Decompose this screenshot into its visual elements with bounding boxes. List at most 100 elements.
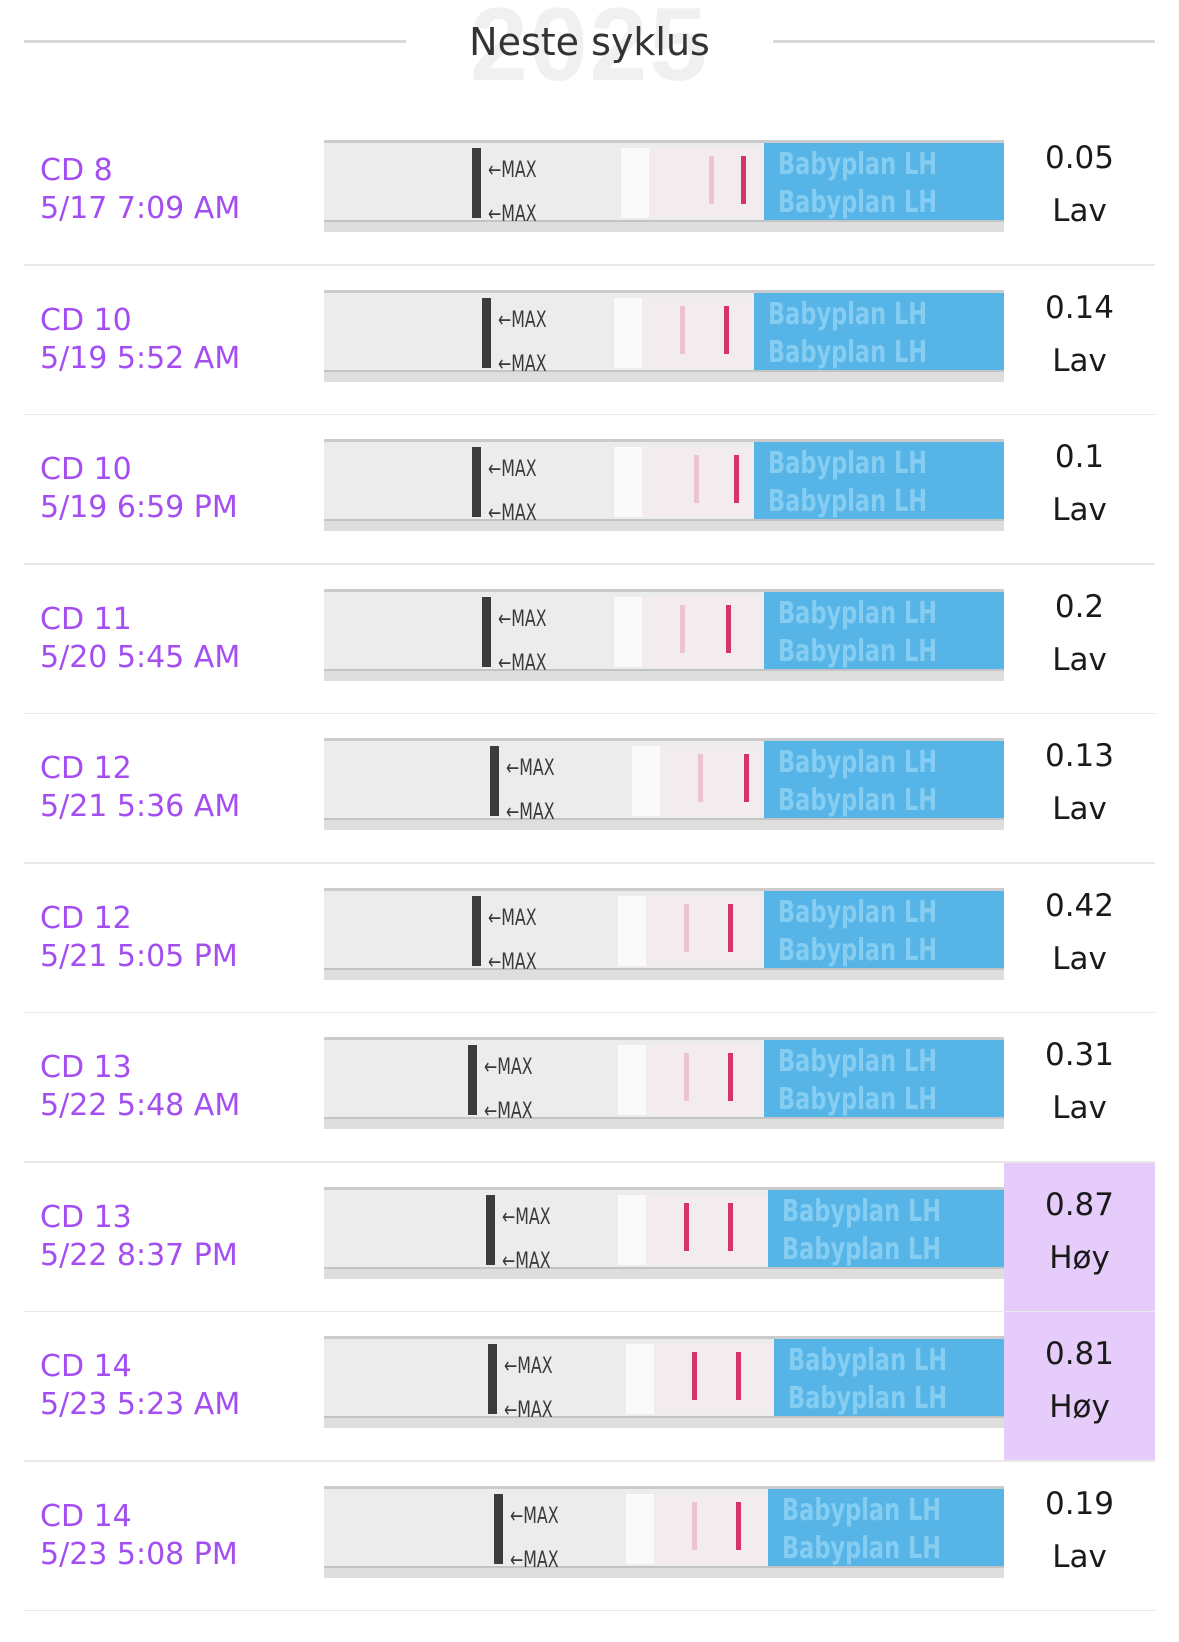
control-line: [680, 604, 685, 653]
brand-label-area: Babyplan LH Babyplan LH: [764, 890, 1004, 968]
row-divider: [24, 712, 1155, 714]
datetime-label: 5/22 5:48 AM: [40, 1088, 241, 1123]
strip-edge: [324, 519, 1004, 531]
brand-text: Babyplan LH: [778, 1082, 938, 1117]
datetime-label: 5/19 5:52 AM: [40, 340, 241, 376]
cycle-day-label: CD 10: [40, 302, 132, 338]
datetime-label: 5/23 5:08 PM: [40, 1536, 238, 1572]
cycle-day-label: CD 14: [40, 1349, 132, 1384]
strip-max-marker: [468, 1045, 477, 1115]
test-row[interactable]: CD 10 5/19 5:52 AM ←MAX ←MAX Babyplan LH…: [0, 266, 1179, 415]
test-row[interactable]: CD 11 5/20 5:45 AM ←MAX ←MAX Babyplan LH…: [0, 565, 1179, 715]
test-row[interactable]: CD 8 5/17 7:09 AM ←MAX ←MAX Babyplan LH …: [0, 116, 1179, 266]
test-timestamp: CD 11 5/20 5:45 AM: [40, 601, 320, 677]
strip-max-marker: [472, 148, 481, 218]
lh-value: 0.2: [1054, 588, 1105, 625]
max-label: ←MAX: [484, 1055, 533, 1080]
header-divider-right: [773, 40, 1155, 43]
lh-level: Lav: [1052, 342, 1107, 379]
test-row[interactable]: CD 10 5/19 6:59 PM ←MAX ←MAX Babyplan LH…: [0, 415, 1179, 565]
max-label: ←MAX: [506, 756, 555, 781]
brand-text: Babyplan LH: [782, 1193, 942, 1229]
lh-result: 0.87 Høy: [1004, 1162, 1155, 1312]
test-strip-photo[interactable]: ←MAX ←MAX Babyplan LH Babyplan LH: [324, 1485, 1004, 1578]
max-label: ←MAX: [498, 606, 547, 632]
test-strip-photo[interactable]: ←MAX ←MAX Babyplan LH Babyplan LH: [324, 738, 1004, 830]
lh-result: 0.1 Lav: [1004, 415, 1155, 565]
control-line: [698, 754, 703, 802]
brand-text: Babyplan LH: [788, 1343, 948, 1378]
test-timestamp: CD 13 5/22 8:37 PM: [40, 1199, 320, 1275]
test-timestamp: CD 10 5/19 6:59 PM: [40, 451, 320, 527]
lh-value: 0.19: [1044, 1485, 1115, 1522]
test-line: [728, 903, 733, 952]
strip-max-marker: [472, 447, 481, 517]
test-line: [736, 1352, 741, 1400]
test-timestamp: CD 14 5/23 5:23 AM: [40, 1348, 320, 1424]
max-label: ←MAX: [488, 949, 537, 975]
test-strip-photo[interactable]: ←MAX ←MAX Babyplan LH Babyplan LH: [324, 1186, 1004, 1279]
brand-text: Babyplan LH: [768, 334, 928, 370]
section-header: 2025 Neste syklus: [0, 0, 1179, 103]
lh-result: 0.05 Lav: [1004, 116, 1155, 266]
lh-value: 0.81: [1044, 1336, 1115, 1372]
brand-text: Babyplan LH: [782, 1231, 942, 1267]
max-label: ←MAX: [498, 650, 547, 676]
test-row[interactable]: CD 14 5/23 5:08 PM ←MAX ←MAX Babyplan LH…: [0, 1462, 1179, 1611]
cycle-day-label: CD 12: [40, 900, 132, 936]
test-strip-photo[interactable]: ←MAX ←MAX Babyplan LH Babyplan LH: [324, 1037, 1004, 1129]
max-label: ←MAX: [506, 800, 555, 825]
control-line: [684, 1053, 689, 1101]
test-timestamp: CD 12 5/21 5:05 PM: [40, 900, 320, 976]
row-divider: [24, 1609, 1155, 1611]
brand-text: Babyplan LH: [778, 745, 938, 780]
strip-edge: [324, 1565, 1004, 1578]
brand-label-area: Babyplan LH Babyplan LH: [754, 292, 1004, 370]
max-label: ←MAX: [504, 1354, 553, 1379]
test-timestamp: CD 14 5/23 5:08 PM: [40, 1498, 320, 1574]
max-label: ←MAX: [502, 1248, 551, 1274]
cycle-day-label: CD 14: [40, 1498, 132, 1534]
max-label: ←MAX: [488, 457, 537, 482]
lh-level: Lav: [1052, 940, 1107, 977]
row-divider: [24, 563, 1155, 565]
brand-text: Babyplan LH: [778, 595, 938, 631]
test-strip-photo[interactable]: ←MAX ←MAX Babyplan LH Babyplan LH: [324, 588, 1004, 681]
strip-gap: [614, 596, 642, 667]
lh-value: 0.87: [1044, 1186, 1115, 1223]
strip-max-marker: [482, 297, 491, 368]
strip-max-marker: [472, 895, 481, 966]
max-label: ←MAX: [484, 1099, 533, 1124]
test-row[interactable]: CD 14 5/23 5:23 AM ←MAX ←MAX Babyplan LH…: [0, 1312, 1179, 1462]
datetime-label: 5/22 8:37 PM: [40, 1237, 238, 1273]
strip-edge: [324, 1416, 1004, 1428]
strip-edge: [324, 818, 1004, 830]
test-row[interactable]: CD 13 5/22 8:37 PM ←MAX ←MAX Babyplan LH…: [0, 1162, 1179, 1312]
test-row[interactable]: CD 12 5/21 5:05 PM ←MAX ←MAX Babyplan LH…: [0, 864, 1179, 1013]
strip-edge: [324, 369, 1004, 382]
brand-label-area: Babyplan LH Babyplan LH: [764, 741, 1004, 818]
lh-result: 0.2 Lav: [1004, 565, 1155, 715]
datetime-label: 5/19 6:59 PM: [40, 490, 238, 525]
test-strip-photo[interactable]: ←MAX ←MAX Babyplan LH Babyplan LH: [324, 887, 1004, 980]
test-strip-photo[interactable]: ←MAX ←MAX Babyplan LH Babyplan LH: [324, 289, 1004, 382]
strip-edge: [324, 967, 1004, 980]
year-watermark: 2025: [469, 0, 710, 103]
test-strip-photo[interactable]: ←MAX ←MAX Babyplan LH Babyplan LH: [324, 140, 1004, 232]
test-strip-photo[interactable]: ←MAX ←MAX Babyplan LH Babyplan LH: [324, 439, 1004, 531]
max-label: ←MAX: [488, 501, 537, 526]
strip-edge: [324, 1266, 1004, 1279]
lh-level: Lav: [1052, 791, 1107, 827]
test-row[interactable]: CD 12 5/21 5:36 AM ←MAX ←MAX Babyplan LH…: [0, 714, 1179, 864]
test-row[interactable]: CD 13 5/22 5:48 AM ←MAX ←MAX Babyplan LH…: [0, 1013, 1179, 1163]
control-line: [694, 455, 699, 503]
cycle-day-label: CD 13: [40, 1199, 132, 1235]
row-divider: [24, 1161, 1155, 1163]
test-strip-photo[interactable]: ←MAX ←MAX Babyplan LH Babyplan LH: [324, 1336, 1004, 1428]
strip-max-marker: [494, 1493, 503, 1564]
cycle-day-label: CD 13: [40, 1050, 132, 1085]
strip-max-marker: [482, 596, 491, 667]
cycle-day-label: CD 11: [40, 601, 132, 637]
cycle-day-label: CD 12: [40, 751, 132, 786]
lh-level: Lav: [1052, 193, 1107, 229]
